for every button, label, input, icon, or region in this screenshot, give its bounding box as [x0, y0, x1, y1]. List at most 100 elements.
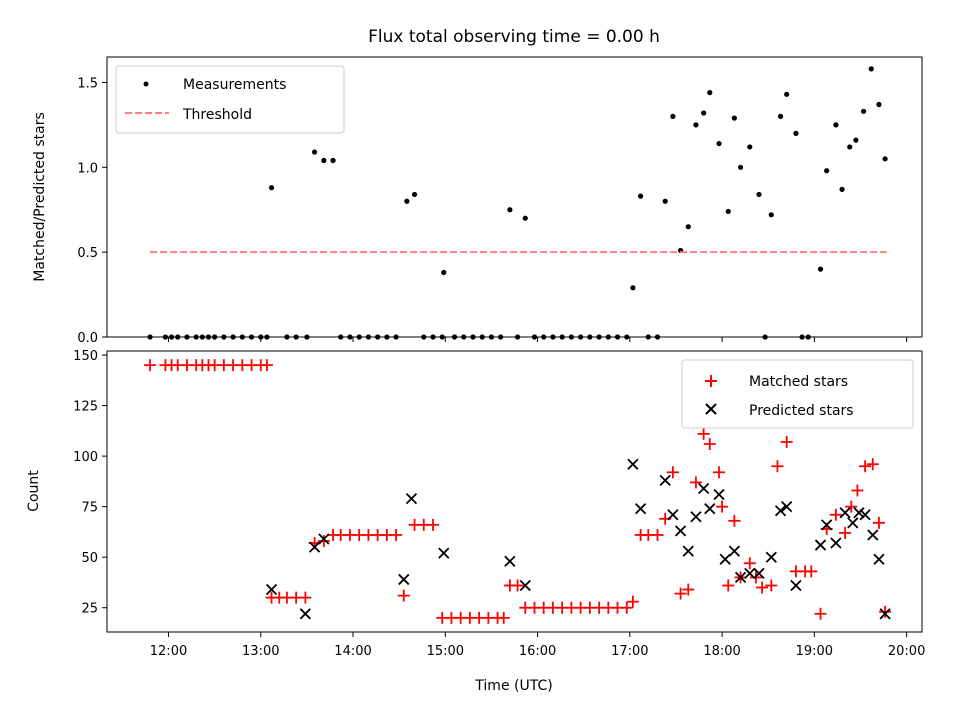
x-stroke-b: [405, 492, 418, 505]
x-tick-label: 16:00: [519, 644, 556, 659]
y-tick-label: 0.5: [77, 246, 98, 261]
x-stroke-b: [814, 539, 827, 551]
predicted-star-point: [821, 519, 833, 531]
legend-label-measurements: Measurements: [183, 77, 286, 93]
y-tick-label: 100: [73, 450, 98, 465]
x-stroke-b: [873, 553, 885, 565]
x-stroke-b: [318, 533, 330, 545]
measurement-point: [853, 137, 859, 143]
predicted-star-point: [879, 608, 891, 620]
predicted-star-point: [734, 571, 747, 584]
measurement-point: [777, 113, 784, 119]
bottom-panel-frame: [106, 350, 923, 633]
bottom-panel-legend: Matched stars Predicted stars: [681, 359, 914, 429]
measurement-point: [522, 215, 528, 221]
matched-star-point: [879, 605, 892, 618]
predicted-star-point: [814, 539, 827, 551]
matched-star-point: [703, 437, 716, 450]
x-tick-label: 17:00: [611, 644, 648, 659]
predicted-star-point: [659, 474, 671, 487]
measurement-point: [268, 185, 275, 191]
bottom-legend-box: [681, 359, 914, 429]
matched-star-point: [497, 611, 510, 624]
measurement-point: [876, 101, 882, 108]
measurement-point: [685, 224, 691, 230]
matched-star-point: [144, 359, 157, 372]
measurement-point: [747, 144, 753, 150]
y-tick-label: 0.0: [77, 331, 98, 346]
matched-star-point: [674, 587, 687, 600]
predicted-star-point: [504, 555, 516, 567]
predicted-star-point: [774, 505, 787, 517]
x-stroke-b: [859, 509, 871, 521]
matched-star-point: [716, 500, 729, 513]
predicted-star-point: [859, 509, 871, 521]
measurement-point: [637, 193, 644, 199]
matched-star-point: [620, 601, 633, 614]
x-stroke-b: [398, 573, 410, 586]
x-stroke-b: [847, 517, 859, 529]
predicted-star-point: [438, 547, 450, 559]
predicted-star-point: [265, 583, 278, 596]
top-panel: 0.0 0.5 1.0 1.5 Matched/Predicted stars Mea…: [32, 56, 923, 346]
x-tick-label: 15:00: [427, 644, 464, 659]
x-tick-label: 19:00: [796, 644, 833, 659]
predicted-star-point: [839, 507, 851, 519]
x-tick-label: 13:00: [242, 644, 279, 659]
y-tick-label: 50: [81, 551, 98, 566]
matched-star-point: [756, 581, 769, 594]
legend-label-threshold: Threshold: [182, 107, 252, 123]
matched-star-point: [851, 484, 864, 497]
matched-star-point: [728, 514, 741, 527]
x-stroke-b: [504, 555, 516, 567]
predicted-star-point: [682, 545, 694, 557]
matched-star-point: [743, 557, 756, 570]
matched-star-point: [771, 460, 784, 473]
predicted-star-point: [698, 482, 710, 495]
legend-label-predicted-stars: Predicted stars: [749, 403, 854, 419]
legend-x-marker: [705, 403, 717, 415]
bottom-panel-ticks: 12:00 13:00 14:00 15:00 16:00 17:00 18:00 19:00…: [73, 349, 925, 659]
top-panel-legend: Measurements Threshold: [115, 65, 345, 134]
predicted-star-point: [853, 507, 865, 519]
matched-star-point: [682, 583, 695, 596]
predicted-star-point: [704, 503, 716, 515]
matched-star-point: [511, 579, 524, 592]
matched-star-point: [845, 500, 858, 513]
measurement-point: [817, 266, 824, 272]
x-stroke-b: [781, 501, 793, 513]
x-stroke-b: [830, 537, 842, 549]
x-stroke-b: [698, 482, 710, 495]
measurement-point: [725, 208, 731, 215]
x-tick-label: 20:00: [888, 644, 925, 659]
matched-star-point: [397, 589, 410, 602]
matched-star-point: [765, 579, 778, 592]
x-stroke-b: [634, 503, 647, 515]
x-stroke-b: [667, 509, 679, 521]
matched-star-point: [697, 427, 710, 440]
predicted-star-point: [405, 492, 418, 505]
predicted-star-point: [790, 579, 802, 592]
predicted-star-point: [398, 573, 410, 586]
x-axis-label: Time (UTC): [474, 678, 552, 694]
measurement-point: [784, 91, 790, 97]
predicted-star-point: [627, 458, 639, 470]
predicted-star-point: [873, 553, 885, 565]
y-tick-label: 75: [81, 501, 98, 516]
y-tick-label: 1.5: [77, 76, 98, 91]
legend-plus-marker: [705, 375, 717, 387]
matched-star-point: [814, 607, 827, 620]
predicted-star-point: [867, 529, 879, 541]
measurement-point: [737, 164, 744, 170]
x-stroke-b: [704, 503, 716, 515]
matched-star-point: [839, 526, 852, 539]
matched-star-point: [872, 516, 885, 529]
measurement-point: [701, 110, 707, 116]
measurement-point: [662, 198, 668, 204]
x-stroke-b: [734, 571, 747, 584]
measurement-point: [707, 90, 713, 96]
x-stroke-b: [308, 541, 321, 553]
x-stroke-b: [438, 547, 450, 559]
measurement-point: [507, 207, 513, 213]
matched-star-point: [805, 565, 818, 578]
